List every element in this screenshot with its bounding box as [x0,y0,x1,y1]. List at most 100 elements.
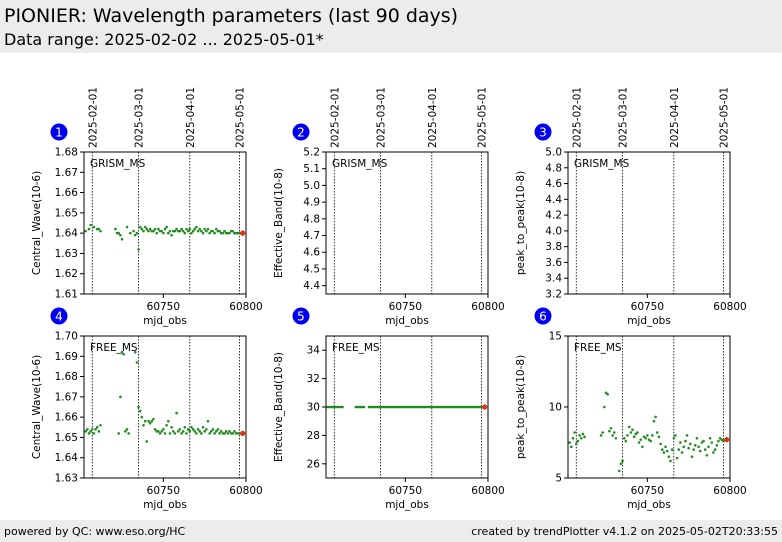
data-point [148,227,152,231]
y-axis-label: peak_to_peak(10-8) [515,355,527,459]
data-point [228,231,231,235]
data-point [570,445,573,449]
data-point [190,231,193,235]
data-point [480,405,483,409]
data-point [578,434,581,437]
data-point [94,428,97,431]
y-tick-label: 1.63 [55,248,78,260]
panel-annotation: FREE_MS [574,342,622,354]
chart-panel-6: 5 10 15 60750 60800 mjd_obs peak_to_peak(10-8)… [515,307,747,511]
data-point [89,430,92,433]
data-point [219,430,223,433]
data-point [707,445,710,449]
data-point [231,432,235,435]
data-point [195,225,198,229]
data-point [135,231,139,235]
data-point [710,441,714,444]
data-point [201,425,205,429]
panel-badge [50,123,68,141]
data-point [672,436,676,440]
x-axis-label: mjd_obs [627,499,671,511]
y-tick-label: 1.65 [55,432,78,444]
panel-annotation: GRISM_MS [574,158,630,170]
data-point [621,459,624,463]
panel-annotation: GRISM_MS [332,158,388,170]
data-point [576,439,580,443]
date-tick-label: 2025-04-01 [669,87,681,148]
y-axis-label: peak_to_peak(10-8) [515,171,527,275]
data-point [183,231,187,235]
data-point [698,449,702,453]
data-point [162,428,165,431]
data-point [609,427,613,430]
data-point [125,225,129,229]
y-tick-label: 1.67 [55,167,78,179]
data-point [684,439,687,443]
y-tick-label: 4.9 [303,197,320,209]
data-point [651,434,654,437]
plot-frame [83,335,247,479]
data-point [152,229,155,233]
data-point [168,432,172,435]
data-point [170,233,173,237]
panel-number: 3 [539,126,547,140]
x-tick-label: 60800 [713,485,746,497]
x-axis-label: mjd_obs [385,315,429,327]
data-point [188,430,192,433]
y-tick-label: 1.64 [55,452,79,464]
data-point [614,436,618,440]
data-point [138,225,142,229]
data-point [211,229,215,233]
data-point [92,225,96,229]
data-point [183,425,187,429]
data-point [173,229,177,233]
x-axis-label: mjd_obs [385,499,429,511]
data-point [632,435,636,439]
data-point [140,415,144,419]
data-point [218,229,221,233]
data-point [619,462,623,466]
y-tick-label: 3.8 [545,241,562,253]
y-tick-label: 3.2 [545,289,562,301]
data-point [90,428,94,431]
data-point [86,428,89,431]
data-point [133,350,137,354]
data-point [689,442,692,446]
data-point [708,436,712,440]
panel-annotation: FREE_MS [332,342,380,354]
data-point [133,233,137,237]
panel-number: 6 [539,310,547,324]
data-point [167,231,170,235]
data-point [712,451,715,454]
y-tick-label: 26 [307,458,321,470]
data-point [214,430,218,433]
data-point [99,229,102,233]
data-point [690,455,694,459]
y-axis-label: Central_Wave(10-6) [31,355,43,459]
panel-number: 2 [297,126,305,140]
data-point [680,451,684,454]
data-point [231,229,235,233]
y-tick-label: 1.62 [55,268,78,280]
data-point [362,405,366,409]
data-point [665,449,669,453]
data-point [697,445,700,449]
data-point [206,227,210,231]
data-point [163,227,167,231]
data-point [181,229,185,233]
data-point [178,229,182,233]
data-point [165,423,168,427]
panel-number: 4 [55,310,63,324]
y-tick-label: 30 [307,402,320,414]
data-point [223,432,226,435]
data-point [611,434,614,437]
x-tick-label: 60800 [229,485,262,497]
data-point [138,409,142,413]
panel-badge [292,307,310,325]
data-point [652,419,656,423]
data-point [119,233,122,237]
data-point [341,405,344,409]
data-point [606,392,609,396]
data-point [153,428,157,431]
y-tick-label: 5.1 [303,163,320,175]
